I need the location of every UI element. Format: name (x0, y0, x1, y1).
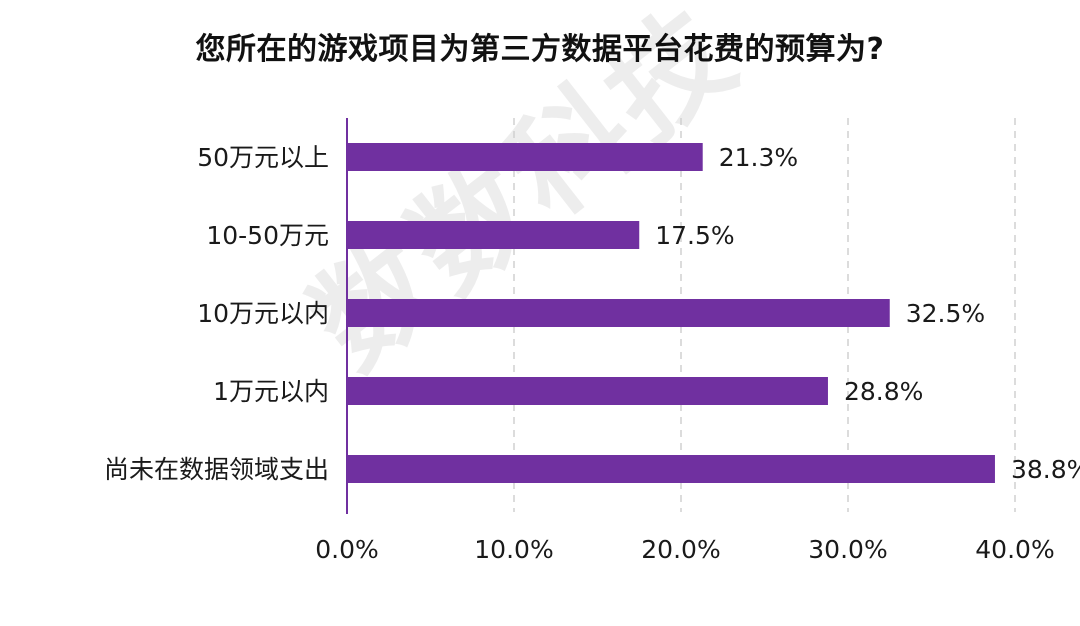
chart-title: 您所在的游戏项目为第三方数据平台花费的预算为? (195, 32, 885, 67)
bar (347, 455, 995, 483)
category-label: 10万元以内 (197, 299, 329, 328)
value-label: 21.3% (719, 143, 798, 172)
category-label: 50万元以上 (197, 143, 329, 172)
category-label: 1万元以内 (213, 377, 329, 406)
bar (347, 299, 890, 327)
bar (347, 143, 703, 171)
bars (347, 143, 995, 483)
value-label: 32.5% (906, 299, 985, 328)
x-tick-label: 10.0% (474, 535, 553, 564)
value-label: 17.5% (655, 221, 734, 250)
category-label: 10-50万元 (206, 221, 329, 250)
x-tick-label: 20.0% (641, 535, 720, 564)
bar (347, 377, 828, 405)
x-tick-label: 30.0% (808, 535, 887, 564)
value-label: 28.8% (844, 377, 923, 406)
labels: 0.0% 10.0% 20.0% 30.0% 40.0% 50万元以上 21.3% 10-50… (104, 143, 1080, 564)
value-label: 38.8% (1011, 455, 1080, 484)
x-tick-label: 40.0% (975, 535, 1054, 564)
bar (347, 221, 640, 249)
category-label: 尚未在数据领域支出 (104, 455, 329, 484)
x-tick-label: 0.0% (315, 535, 379, 564)
